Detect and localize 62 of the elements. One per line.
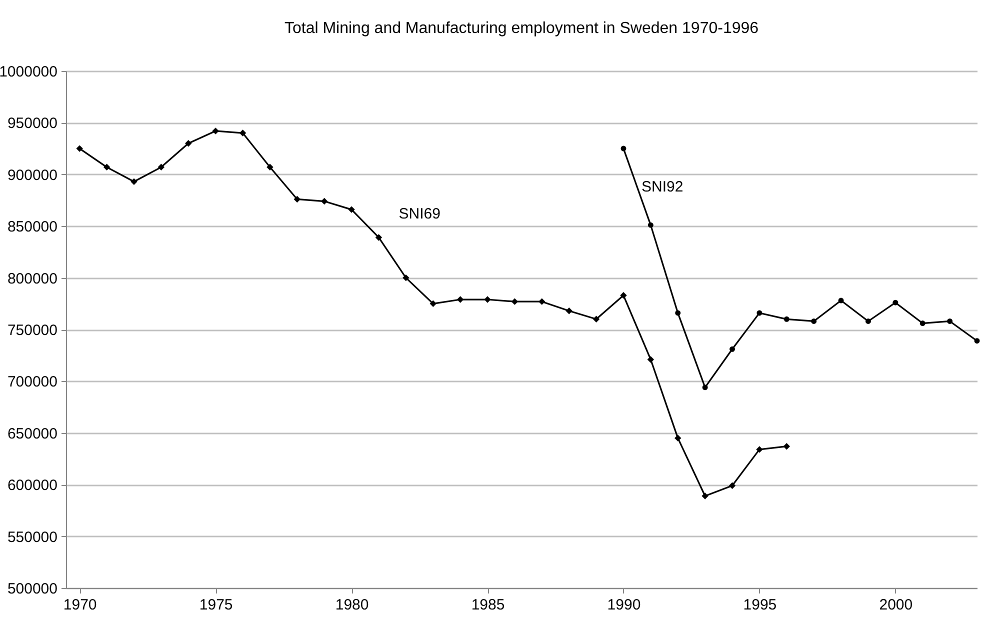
point [348,206,355,213]
point [892,300,898,306]
point [865,318,871,324]
point [320,198,328,205]
chart-title: Total Mining and Manufacturing employment in Sweden 1970-1996 [284,20,759,37]
point [838,298,844,304]
point [212,128,219,134]
y-tick-label: 750000 [7,322,58,339]
point [756,446,763,453]
point [484,296,491,303]
point [185,140,192,147]
point [511,298,518,305]
x-tick-label: 1980 [335,596,369,614]
point [266,164,274,171]
x-tick-label: 2000 [879,596,913,614]
point [674,434,682,442]
y-tick-label: 900000 [7,166,58,184]
point [620,146,626,152]
point [974,338,980,344]
x-tick-label: 1990 [607,596,641,614]
point [375,234,382,241]
point [158,164,165,171]
point [430,300,436,308]
point [728,482,736,489]
point [783,442,790,450]
y-tick-label: 800000 [7,270,58,288]
point [784,316,790,322]
series-label: SNI69 [398,205,440,222]
point [620,292,627,299]
y-tick-label: 700000 [7,374,58,391]
point [592,316,600,323]
y-tick-label: 500000 [7,580,58,598]
point [811,318,817,324]
point [538,298,546,305]
x-tick-label: 1985 [471,596,505,614]
y-tick-label: 600000 [7,477,58,494]
point [130,178,138,185]
y-tick-label: 1000000 [0,64,58,80]
point [647,356,654,363]
point [920,320,926,326]
y-tick-label: 550000 [7,528,58,546]
point [103,164,110,171]
point [239,130,246,136]
x-tick-label: 1975 [199,596,233,614]
point [294,196,301,203]
y-tick-label: 650000 [7,425,58,442]
point [402,274,410,282]
y-tick-label: 850000 [7,218,58,236]
series-label: SNI92 [641,178,684,196]
point [456,296,464,303]
y-tick-label: 950000 [7,115,58,132]
point [702,384,708,390]
point [947,318,953,324]
point [566,308,572,314]
point [675,310,681,316]
point [76,145,83,152]
point [730,346,735,352]
point [756,310,762,316]
x-tick-label: 1970 [63,596,97,614]
x-tick-label: 1995 [743,596,777,614]
point [702,492,708,500]
point [648,222,654,228]
